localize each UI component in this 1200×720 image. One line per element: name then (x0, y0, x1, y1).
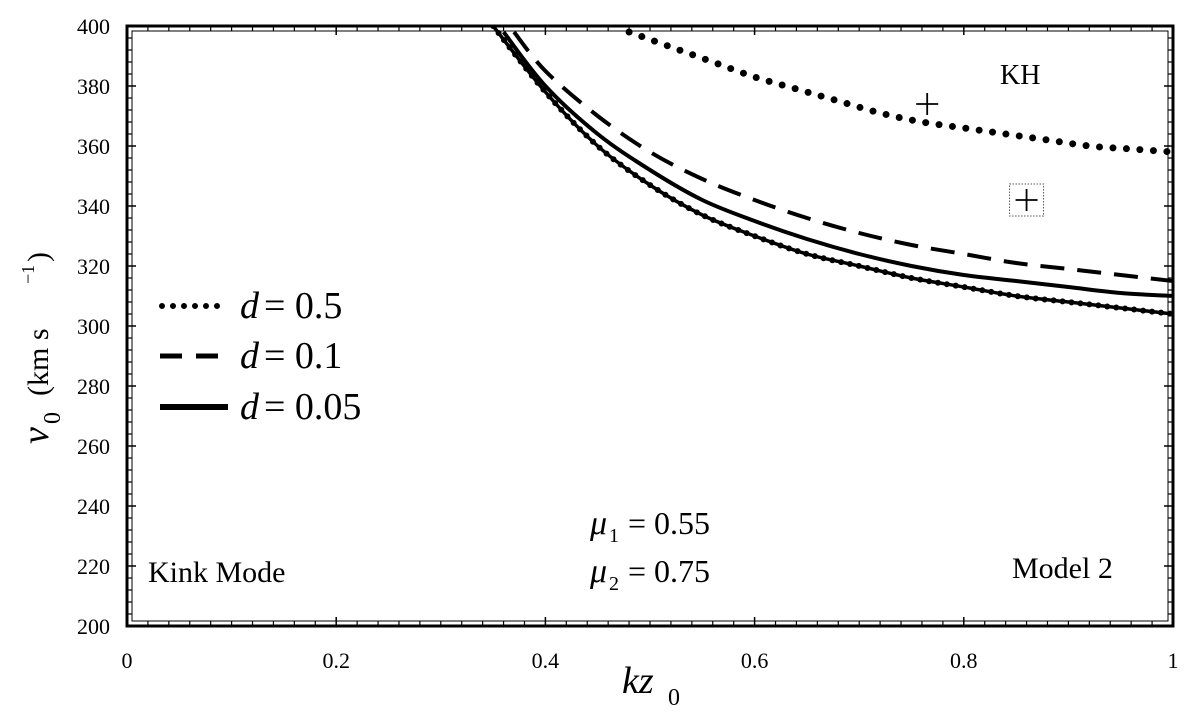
legend-var-2: d (240, 335, 260, 377)
y-tick-label: 260 (77, 434, 110, 459)
y-tick-label: 380 (77, 74, 110, 99)
y-tick-label: 200 (77, 614, 110, 639)
x-tick-label: 0.4 (532, 648, 560, 673)
y-axis-title-unit-close: ) (22, 252, 55, 262)
series-2-line (512, 30, 1173, 283)
mu2-symbol: μ (589, 553, 607, 590)
y-axis-title-unit-sup: −1 (18, 265, 38, 284)
mu1-symbol: μ (589, 505, 607, 542)
mu1-annotation: μ 1 = 0.55 (589, 505, 710, 547)
series-layer (490, 26, 1173, 317)
plot-frame (125, 24, 1175, 628)
mu1-value: = 0.55 (628, 505, 710, 541)
legend-value-2: = 0.1 (264, 335, 342, 377)
kh-label: KH (1000, 60, 1040, 91)
y-tick-label: 220 (77, 554, 110, 579)
y-axis-title: v 0 (km s −1 ) (15, 252, 66, 444)
y-axis-title-unit-open: (km s (22, 329, 55, 397)
y-axis-title-sub: 0 (40, 412, 66, 424)
y-tick-label: 280 (77, 374, 110, 399)
y-tick-label: 400 (77, 14, 110, 39)
legend-var-3: d (240, 386, 260, 428)
series-1-line (625, 28, 1173, 156)
x-axis-title: kz 0 (622, 660, 680, 711)
x-tick-label: 0.8 (950, 648, 978, 673)
x-tick-label: 0.2 (322, 648, 350, 673)
mu2-subscript: 2 (609, 573, 619, 595)
x-tick-label: 1 (1168, 648, 1179, 673)
kink-mode-label: Kink Mode (148, 556, 286, 589)
marker-layer (916, 93, 1045, 217)
legend-var-1: d (240, 285, 260, 327)
legend-value-3: = 0.05 (264, 386, 361, 428)
x-tick-label: 0.6 (741, 648, 769, 673)
x-tick-label: 0 (122, 648, 133, 673)
y-tick-label: 340 (77, 194, 110, 219)
axis-ticks (126, 25, 1174, 627)
legend-value-1: = 0.5 (264, 285, 342, 327)
legend: d = 0.5 d = 0.1 d = 0.05 (159, 285, 361, 428)
plus-marker-2 (1009, 183, 1045, 217)
series-3-line (502, 30, 1173, 298)
x-axis-title-main: kz (622, 660, 654, 702)
mu1-subscript: 1 (609, 525, 619, 547)
mu2-value: = 0.75 (628, 553, 710, 589)
model-label: Model 2 (1012, 552, 1113, 585)
y-tick-label: 360 (77, 134, 110, 159)
plus-marker-1 (916, 93, 939, 115)
y-axis-title-main: v (15, 427, 57, 444)
y-tick-labels: 200 220 240 260 280 300 320 340 360 380 400 (77, 14, 110, 639)
y-tick-label: 240 (77, 494, 110, 519)
y-tick-label: 300 (77, 314, 110, 339)
y-tick-label: 320 (77, 254, 110, 279)
series-4-line-dots (490, 26, 1173, 317)
x-tick-labels: 0 0.2 0.4 0.6 0.8 1 (122, 648, 1179, 673)
mu2-annotation: μ 2 = 0.75 (589, 553, 710, 595)
x-axis-title-sub: 0 (668, 685, 680, 711)
